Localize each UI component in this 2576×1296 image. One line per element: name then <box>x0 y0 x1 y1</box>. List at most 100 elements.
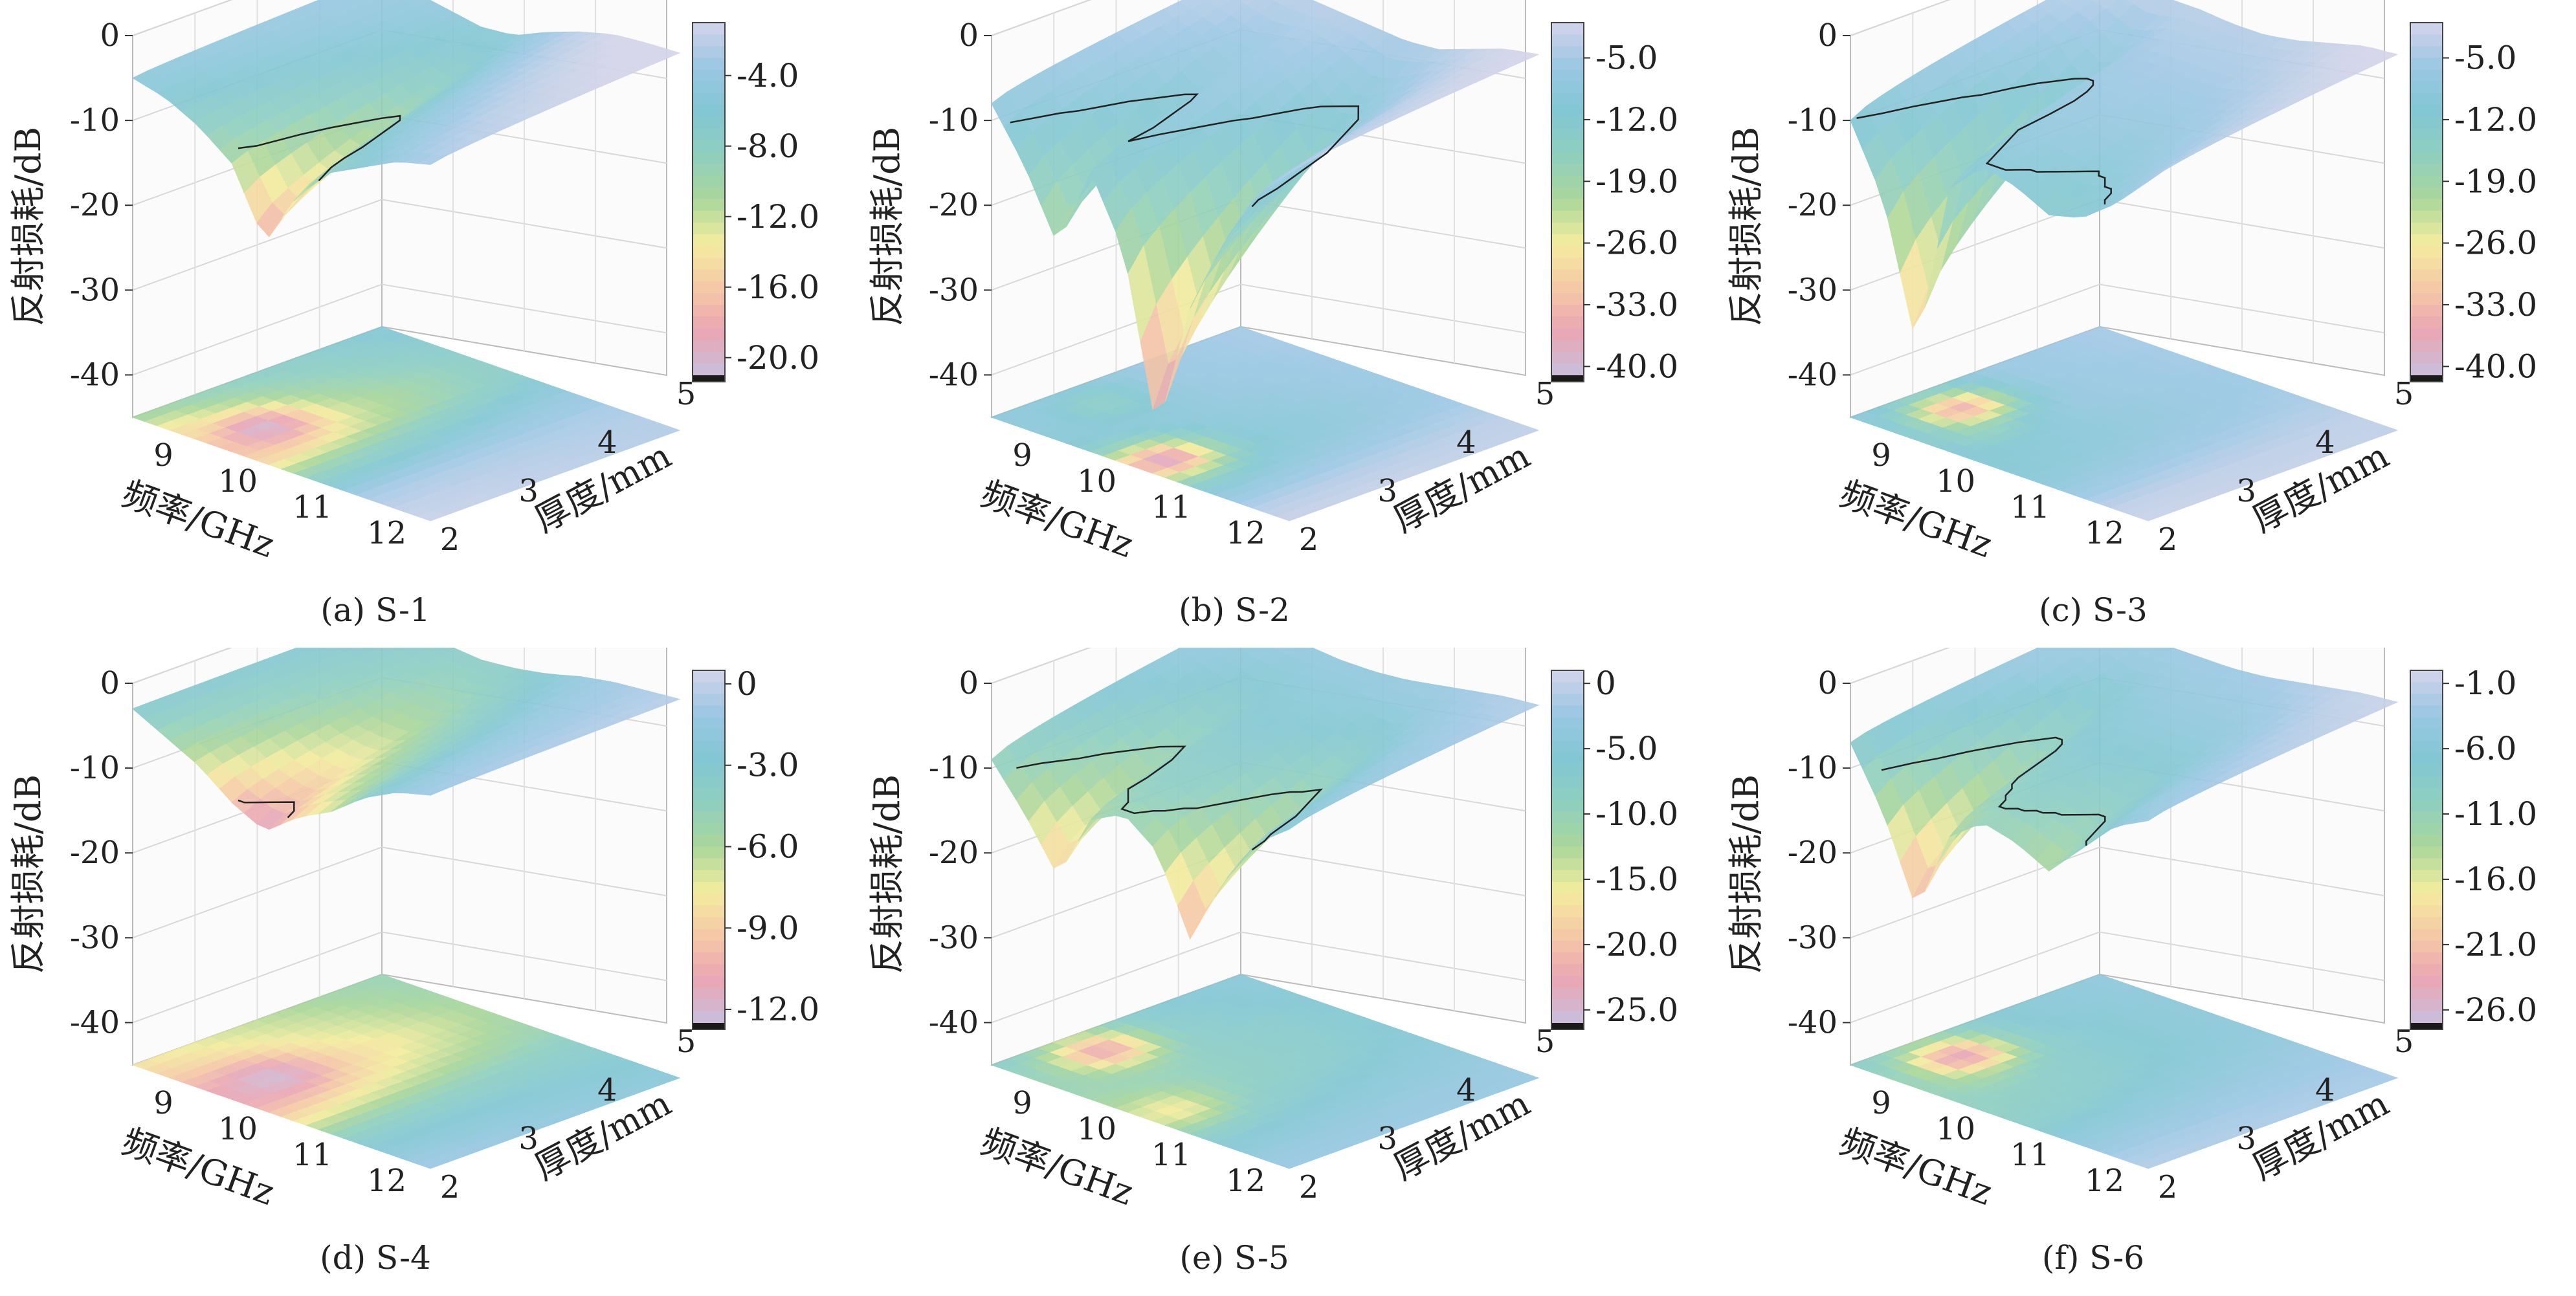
colorbar-tick-label: -5.0 <box>1595 730 1658 767</box>
y-tick-label: 3 <box>518 1121 539 1157</box>
surface <box>132 648 681 830</box>
colorbar-frame <box>1551 670 1584 1030</box>
colorbar-tick-label: -25.0 <box>1595 991 1678 1029</box>
colorbar-step <box>1551 987 1584 1000</box>
colorbar-step <box>1551 140 1584 153</box>
z-tick-label: -40 <box>929 357 979 393</box>
chart-panel-c: 0 -10 -20 -30 -40 9 10 11 12 2 3 4 5 反射损耗/dB 频率/GHz 厚度/… <box>1718 0 2576 648</box>
z-tick-label: -30 <box>929 919 979 956</box>
colorbar-step <box>1551 717 1584 730</box>
surface-cell <box>417 154 447 165</box>
surface <box>1850 0 2399 330</box>
gridline-left <box>132 648 233 684</box>
gridline-left <box>1850 648 1951 684</box>
colorbar-step <box>1551 292 1584 305</box>
colorbar-step <box>693 799 725 812</box>
colorbar-step <box>693 870 725 883</box>
colorbar-step <box>693 151 725 164</box>
x-tick-label: 9 <box>153 1085 173 1121</box>
y-tick-label: 2 <box>440 522 460 558</box>
y-tick-label: 2 <box>1299 1169 1319 1205</box>
colorbar-step <box>1551 1011 1584 1024</box>
surface-cell <box>2129 648 2137 650</box>
colorbar-step <box>1551 258 1584 270</box>
colorbar-step <box>1551 882 1584 895</box>
z-tick-label: 0 <box>100 665 120 701</box>
colorbar-step <box>1551 870 1584 883</box>
colorbar-step <box>2410 340 2443 353</box>
colorbar-step <box>2410 140 2443 153</box>
colorbar-step <box>1551 363 1584 376</box>
colorbar-bottom <box>2410 375 2443 382</box>
x-tick-label: 9 <box>153 437 173 474</box>
colorbar-step <box>1551 682 1584 695</box>
colorbar-step <box>693 281 725 294</box>
colorbar-step <box>693 882 725 895</box>
colorbar-step <box>1551 729 1584 741</box>
colorbar-step <box>693 93 725 106</box>
z-tick-label: 0 <box>959 665 979 701</box>
z-axis-label: 反射损耗/dB <box>867 127 907 326</box>
x-tick-label: 11 <box>1151 489 1191 525</box>
contour-line <box>1016 745 1324 851</box>
colorbar-step <box>693 835 725 848</box>
colorbar-step <box>1551 799 1584 812</box>
colorbar-tick-label: -40.0 <box>1595 347 1678 385</box>
colorbar-step <box>1551 340 1584 353</box>
y-tick-label: 4 <box>597 424 617 461</box>
colorbar-step <box>2410 46 2443 59</box>
colorbar-step <box>1551 93 1584 106</box>
colorbar-step <box>1551 905 1584 918</box>
surface-cell <box>1276 163 1305 182</box>
colorbar-step <box>1551 281 1584 294</box>
contour-line <box>238 799 295 818</box>
z-tick-label: -20 <box>1788 187 1838 223</box>
gridline-left <box>132 0 233 36</box>
colorbar-step <box>2410 222 2443 235</box>
colorbar: -5.0-12.0-19.0-26.0-33.0-40.0 <box>1551 22 1678 385</box>
z-tick-label: -30 <box>929 272 979 308</box>
colorbar-step <box>2410 258 2443 270</box>
z-tick-label: -10 <box>70 102 120 138</box>
colorbar-step <box>1551 23 1584 36</box>
colorbar-step <box>1551 776 1584 789</box>
y-tick-label: 4 <box>1456 1072 1476 1108</box>
z-tick-label: -10 <box>1788 102 1838 138</box>
z-tick-label: -10 <box>929 750 979 786</box>
colorbar-step <box>1551 952 1584 965</box>
colorbar-step <box>2410 210 2443 223</box>
x-tick-label: 9 <box>1012 437 1032 474</box>
z-tick-label: -40 <box>1788 357 1838 393</box>
colorbar-step <box>693 1011 725 1024</box>
colorbar-tick-label: -20.0 <box>1595 926 1678 963</box>
chart-panel-e: 0 -10 -20 -30 -40 9 10 11 12 2 3 4 5 反射损耗/dB 频率/GHz 厚度/… <box>859 648 1717 1295</box>
colorbar-step <box>693 682 725 695</box>
x-tick-label: 11 <box>2010 489 2050 525</box>
colorbar-step <box>2410 93 2443 106</box>
colorbar-step <box>693 81 725 94</box>
colorbar-tick-label: -4.0 <box>737 57 799 94</box>
x-tick-label: 12 <box>367 1163 406 1199</box>
z-axis-label: 反射损耗/dB <box>1726 127 1766 326</box>
colorbar-step <box>1551 752 1584 765</box>
colorbar-step <box>693 328 725 341</box>
colorbar-step <box>693 187 725 200</box>
colorbar-step <box>693 164 725 177</box>
colorbar-step <box>693 199 725 212</box>
colorbar: -5.0-12.0-19.0-26.0-33.0-40.0 <box>2410 22 2537 385</box>
colorbar-tick-label: -26.0 <box>2454 225 2537 262</box>
colorbar-step <box>693 717 725 730</box>
z-tick-label: -20 <box>70 187 120 223</box>
colorbar-step <box>693 210 725 223</box>
y-tick-label: 3 <box>2236 473 2256 509</box>
surface-cell <box>2135 170 2164 190</box>
colorbar-step <box>1551 305 1584 318</box>
panel-caption: (e) S-5 <box>1179 1239 1289 1277</box>
x-tick-label: 10 <box>1077 1111 1116 1147</box>
colorbar-step <box>693 105 725 118</box>
colorbar-step <box>1551 81 1584 94</box>
colorbar-step <box>2410 292 2443 305</box>
chart-panel-b: 0 -10 -20 -30 -40 9 10 11 12 2 3 4 5 反射损耗/dB 频率/GHz 厚度/… <box>859 0 1717 648</box>
